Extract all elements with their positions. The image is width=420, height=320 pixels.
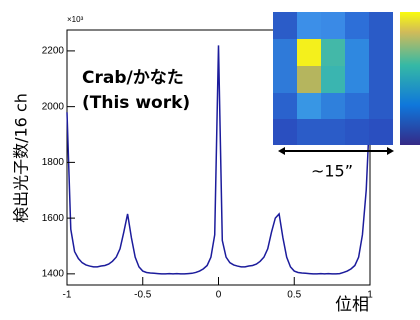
x-tick-label: 0 bbox=[216, 290, 222, 301]
y-tick-label: 1400 bbox=[42, 268, 65, 279]
y-axis-label: 検出光子数/16 ch bbox=[12, 93, 31, 223]
annotation: (This work) bbox=[82, 93, 190, 113]
scale-arrow bbox=[278, 147, 394, 155]
x-tick-label: 0.5 bbox=[287, 290, 301, 301]
x-tick-label: 1 bbox=[367, 290, 373, 301]
annotation: ~15” bbox=[311, 162, 353, 181]
y-tick-label: 1800 bbox=[42, 157, 65, 168]
y-multiplier: ×10³ bbox=[67, 15, 84, 24]
y-tick-label: 2200 bbox=[42, 46, 65, 57]
annotation: Crab/かなた bbox=[82, 68, 184, 88]
x-axis-label: 位相 bbox=[335, 295, 369, 315]
x-tick-label: -1 bbox=[63, 290, 72, 301]
y-tick-label: 2000 bbox=[42, 101, 65, 112]
inset-image bbox=[273, 12, 420, 145]
chart: ×10³ Crab/かなた (This work) 検出光子数/16 ch 位相… bbox=[0, 0, 420, 320]
x-tick-label: -0.5 bbox=[134, 290, 152, 301]
y-tick-label: 1600 bbox=[42, 213, 65, 224]
